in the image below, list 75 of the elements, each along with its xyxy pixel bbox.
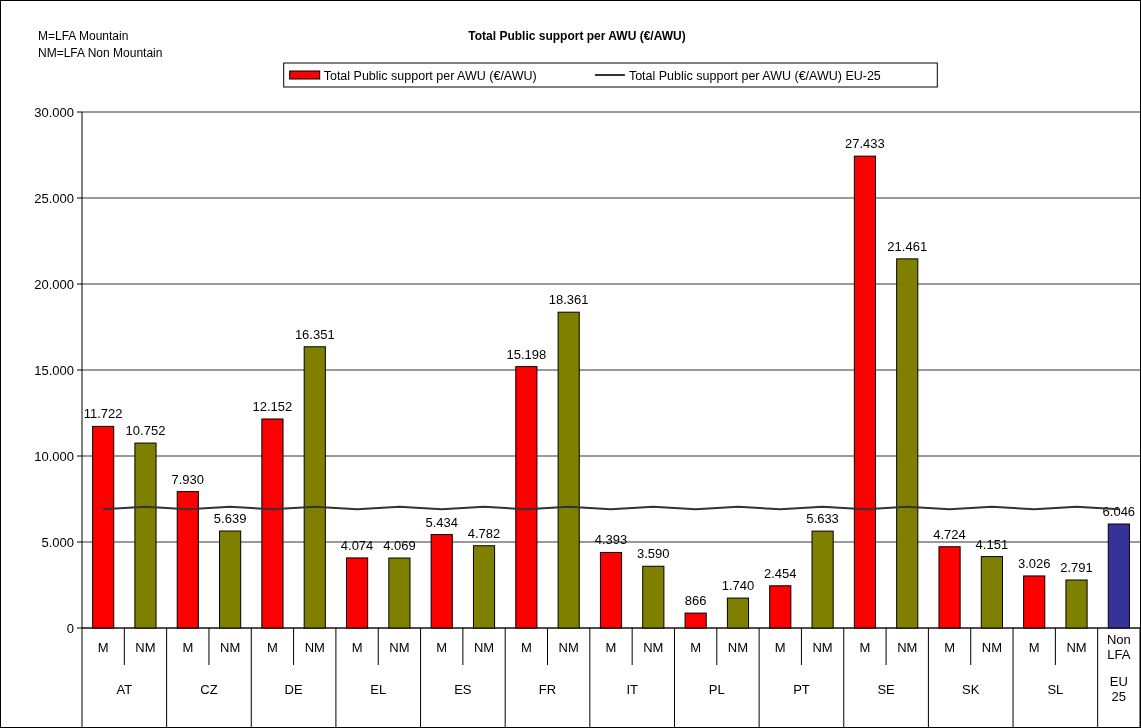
y-tick-label: 25.000 — [34, 190, 74, 206]
text: FR — [538, 682, 557, 697]
x-tick-label: NM — [897, 640, 918, 655]
data-label: 866 — [684, 593, 707, 609]
x-tick-label: NM — [812, 640, 833, 655]
text: NM=LFA Non Mountain — [38, 46, 163, 60]
data-label: 4.782 — [467, 525, 501, 541]
text: ES — [454, 682, 472, 697]
data-label: 7.930 — [171, 471, 205, 487]
text: DE — [284, 682, 303, 697]
text: CZ — [200, 682, 218, 697]
x-tick-label: NM — [558, 640, 579, 655]
data-label: 4.069 — [383, 538, 416, 554]
y-tick-label: 15.000 — [34, 362, 74, 378]
data-label: 12.152 — [252, 398, 293, 414]
x-tick-label: NM — [727, 640, 749, 655]
data-label: 10.752 — [125, 423, 166, 439]
data-label: 2.791 — [1060, 559, 1093, 575]
data-label: 4.151 — [975, 536, 1009, 552]
y-tick-label: 20.000 — [34, 276, 74, 292]
data-label: 16.351 — [294, 326, 335, 342]
y-tick-label: 10.000 — [34, 448, 74, 464]
x-tick-label: M — [1028, 640, 1040, 655]
data-label: 3.026 — [1017, 555, 1051, 571]
data-label: 27.433 — [845, 136, 885, 152]
data-label: 5.434 — [425, 514, 458, 530]
x-tick-label: M — [436, 640, 448, 655]
data-label: 4.393 — [594, 532, 628, 548]
data-label: 3.590 — [637, 546, 670, 562]
data-label: 4.724 — [933, 526, 966, 542]
text: M=LFA Mountain — [38, 29, 129, 43]
x-tick-label: NM — [981, 640, 1002, 655]
x-tick-label: M — [774, 640, 786, 655]
data-label: 5.639 — [213, 511, 247, 527]
chart-title: Total Public support per AWU (€/AWU) — [468, 29, 686, 43]
x-tick-label: Non LFA — [1106, 632, 1131, 662]
data-label: 15.198 — [506, 346, 547, 362]
data-label: 11.722 — [83, 406, 123, 422]
x-tick-label: M — [944, 640, 955, 655]
legend-label: Total Public support per AWU (€/AWU) — [323, 68, 537, 83]
x-tick-label: NM — [473, 640, 495, 655]
y-tick-label: 0 — [66, 620, 74, 636]
x-tick-label: M — [690, 640, 702, 655]
x-tick-label: NM — [304, 640, 325, 655]
x-tick-label: NM — [643, 640, 664, 655]
data-label: 4.074 — [340, 537, 374, 553]
x-tick-label: M — [605, 640, 617, 655]
text: EL — [370, 682, 387, 697]
data-label: 18.361 — [548, 292, 589, 308]
text: SE — [877, 682, 896, 697]
text: AT — [116, 682, 133, 697]
text: PL — [708, 682, 725, 697]
x-tick-label: M — [859, 640, 871, 655]
text: EU 25 — [1109, 674, 1128, 704]
x-tick-label: M — [351, 640, 363, 655]
x-tick-label: NM — [220, 640, 241, 655]
text: IT — [626, 682, 638, 697]
x-tick-label: M — [520, 640, 532, 655]
data-label: 6.046 — [1102, 504, 1136, 520]
data-label: 1.740 — [721, 578, 755, 594]
x-tick-label: M — [97, 640, 109, 655]
text: SL — [1047, 682, 1064, 697]
x-tick-label: M — [267, 640, 278, 655]
x-tick-label: NM — [135, 640, 156, 655]
data-label: 5.633 — [806, 511, 839, 527]
text: PT — [793, 682, 810, 697]
x-tick-label: NM — [389, 640, 410, 655]
x-tick-label: M — [182, 640, 194, 655]
data-label: 21.461 — [887, 238, 928, 254]
x-tick-label: NM — [1066, 640, 1087, 655]
data-label: 2.454 — [764, 565, 797, 581]
y-tick-label: 5.000 — [41, 534, 74, 550]
y-tick-label: 30.000 — [34, 104, 74, 120]
text: SK — [962, 682, 980, 697]
legend-label: Total Public support per AWU (€/AWU) EU-25 — [628, 68, 881, 83]
